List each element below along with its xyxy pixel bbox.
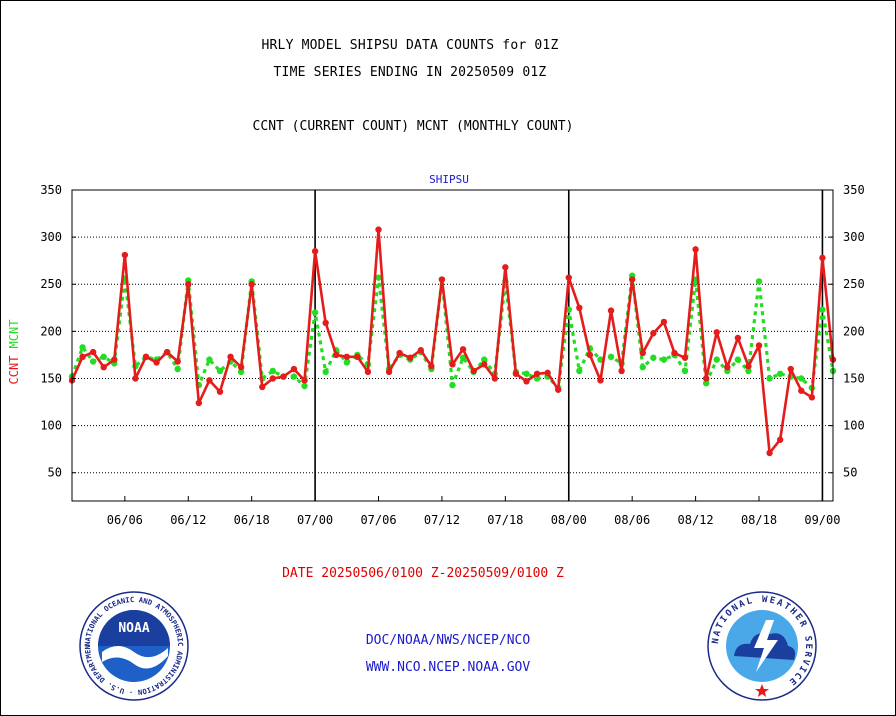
chart-title-line-2: TIME SERIES ENDING IN 20250509 01Z xyxy=(273,65,547,80)
nws-logo[interactable]: NATIONAL WEATHER SERVICE xyxy=(706,590,818,702)
svg-text:NOAA: NOAA xyxy=(118,621,149,636)
website-link[interactable]: WWW.NCO.NCEP.NOAA.GOV xyxy=(365,660,531,675)
chart-subtitle: CCNT (CURRENT COUNT) MCNT (MONTHLY COUNT… xyxy=(252,119,574,134)
noaa-logo[interactable]: NATIONAL OCEANIC AND ATMOSPHERIC ADMINIS… xyxy=(78,590,190,702)
date-range-label: DATE 20250506/0100 Z-20250509/0100 Z xyxy=(282,566,564,581)
org-path-link[interactable]: DOC/NOAA/NWS/NCEP/NCO xyxy=(365,633,531,648)
chart-title-line-1: HRLY MODEL SHIPSU DATA COUNTS for 01Z xyxy=(261,38,559,53)
